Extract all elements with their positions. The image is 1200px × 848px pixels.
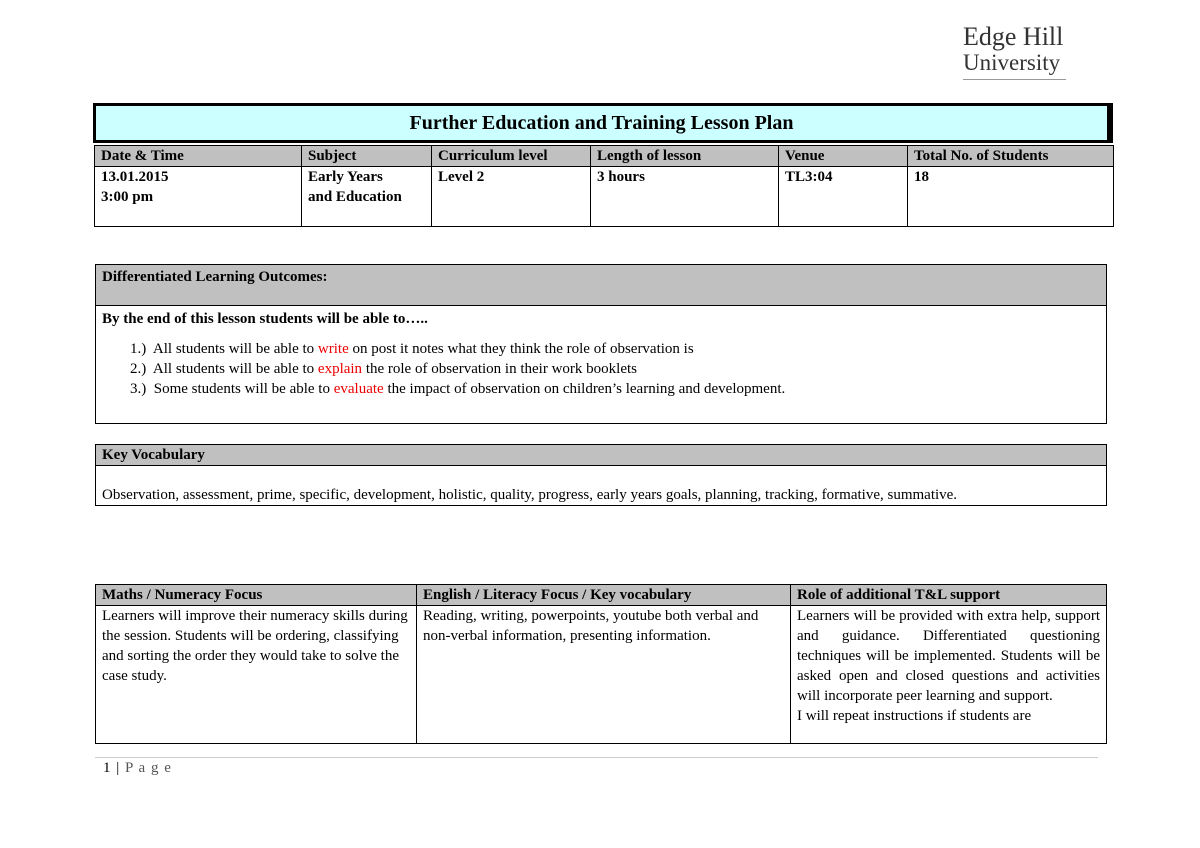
lesson-info-table: Date & Time Subject Curriculum level Len… — [94, 145, 1114, 227]
vocab-header: Key Vocabulary — [95, 444, 1107, 466]
outcomes-body: By the end of this lesson students will … — [95, 305, 1107, 424]
header-date-time: Date & Time — [94, 145, 302, 167]
logo-line1: Edge Hill — [963, 22, 1064, 51]
logo-line2: University — [963, 50, 1061, 75]
support-text: Learners will be provided with extra hel… — [797, 608, 1100, 704]
cell-students: 18 — [907, 166, 1114, 227]
logo-underline — [963, 79, 1066, 80]
outcomes-table: Differentiated Learning Outcomes: By the… — [95, 264, 1107, 424]
cell-venue: TL3:04 — [778, 166, 908, 227]
header-support: Role of additional T&L support — [790, 584, 1107, 606]
page-number: 1 | P a g e — [103, 760, 172, 776]
header-venue: Venue — [778, 145, 908, 167]
header-subject: Subject — [301, 145, 432, 167]
outcomes-header: Differentiated Learning Outcomes: — [95, 264, 1107, 306]
support-text-2: I will repeat instructions if students a… — [797, 708, 1032, 724]
focus-table: Maths / Numeracy Focus English / Literac… — [95, 584, 1107, 744]
cell-date-time: 13.01.2015 3:00 pm — [94, 166, 302, 227]
cell-length: 3 hours — [590, 166, 779, 227]
header-length: Length of lesson — [590, 145, 779, 167]
outcome-item: 1.) All students will be able to write o… — [130, 341, 694, 357]
subject-line2: and Education — [308, 189, 402, 205]
cell-subject: Early Years and Education — [301, 166, 432, 227]
cell-maths: Learners will improve their numeracy ski… — [95, 605, 417, 744]
header-curriculum: Curriculum level — [431, 145, 591, 167]
date: 13.01.2015 — [101, 169, 169, 185]
cell-english: Reading, writing, powerpoints, youtube b… — [416, 605, 791, 744]
vocab-text: Observation, assessment, prime, specific… — [95, 465, 1107, 506]
time: 3:00 pm — [101, 189, 154, 205]
cell-curriculum: Level 2 — [431, 166, 591, 227]
subject-line1: Early Years — [308, 169, 383, 185]
document-title: Further Education and Training Lesson Pl… — [93, 103, 1113, 143]
outcome-item: 3.) Some students will be able to evalua… — [130, 381, 786, 397]
header-students: Total No. of Students — [907, 145, 1114, 167]
vocab-table: Key Vocabulary Observation, assessment, … — [95, 444, 1107, 506]
outcomes-intro: By the end of this lesson students will … — [102, 311, 428, 327]
header-maths: Maths / Numeracy Focus — [95, 584, 417, 606]
footer-divider — [95, 757, 1098, 758]
header-english: English / Literacy Focus / Key vocabular… — [416, 584, 791, 606]
outcome-item: 2.) All students will be able to explain… — [130, 361, 637, 377]
cell-support: Learners will be provided with extra hel… — [790, 605, 1107, 744]
